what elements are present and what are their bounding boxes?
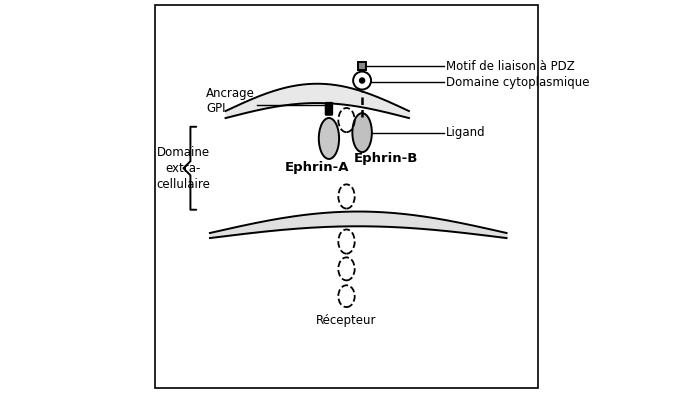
Text: Ligand: Ligand bbox=[446, 126, 486, 139]
Ellipse shape bbox=[319, 118, 339, 159]
Text: Motif de liaison à PDZ: Motif de liaison à PDZ bbox=[446, 60, 574, 73]
Ellipse shape bbox=[353, 72, 371, 90]
Text: Ephrin-B: Ephrin-B bbox=[353, 152, 418, 165]
Ellipse shape bbox=[360, 78, 365, 83]
Text: Ephrin-A: Ephrin-A bbox=[285, 161, 349, 174]
Text: Récepteur: Récepteur bbox=[316, 314, 377, 327]
FancyBboxPatch shape bbox=[326, 103, 333, 115]
Text: Domaine
extra-
cellulaire: Domaine extra- cellulaire bbox=[156, 146, 210, 191]
Ellipse shape bbox=[352, 113, 372, 152]
FancyBboxPatch shape bbox=[358, 62, 366, 70]
Text: Domaine cytoplasmique: Domaine cytoplasmique bbox=[446, 76, 590, 89]
Text: Ancrage
GPI: Ancrage GPI bbox=[206, 86, 255, 115]
